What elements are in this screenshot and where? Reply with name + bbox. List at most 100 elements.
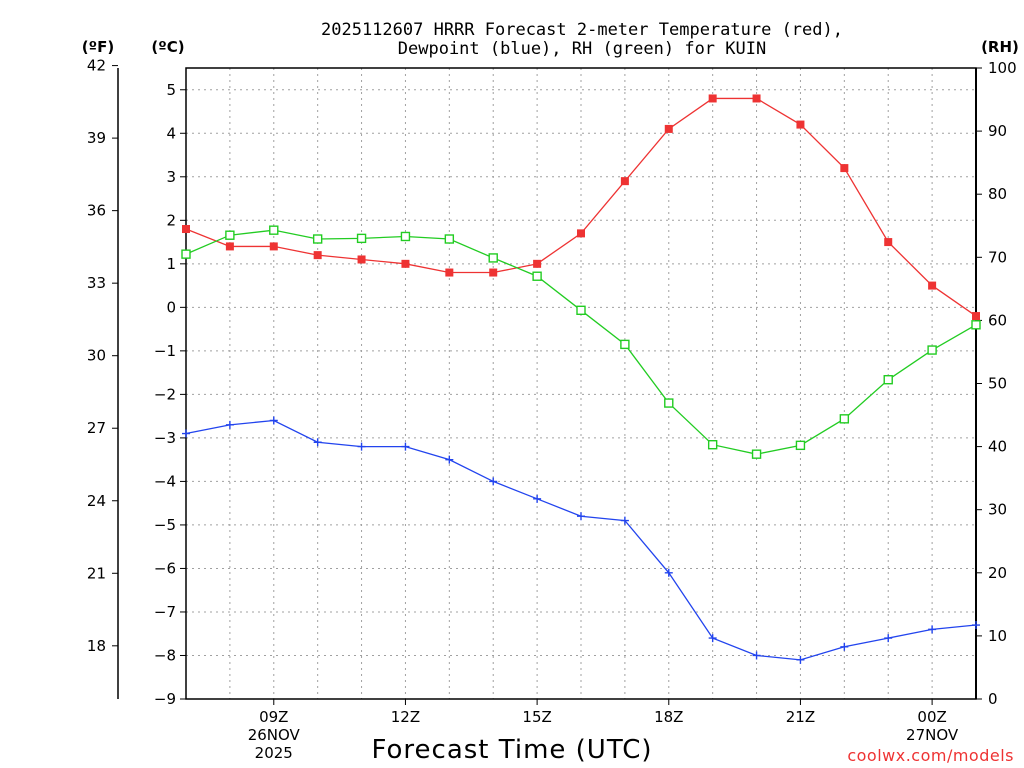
rh-point <box>532 271 542 281</box>
rh-point <box>400 231 411 242</box>
dewpoint-point <box>269 416 278 425</box>
dewpoint-point <box>928 625 937 634</box>
fahrenheit-unit-label: (ºF) <box>82 38 114 56</box>
2-meter-temperature-point <box>445 268 454 277</box>
dewpoint-point <box>577 512 585 521</box>
celsius-tick-label: −6 <box>154 559 176 577</box>
2-meter-temperature-point <box>182 225 190 234</box>
plot-frame <box>185 67 977 700</box>
x-tick-label: 2025 <box>255 744 293 762</box>
dewpoint-point <box>489 477 498 486</box>
chart-title-line2: Dewpoint (blue), RH (green) for KUIN <box>398 39 766 59</box>
2-meter-temperature-point <box>928 281 937 290</box>
2-meter-temperature-point <box>840 164 849 173</box>
celsius-tick-label: −5 <box>154 516 176 534</box>
2-meter-temperature-point <box>708 94 717 103</box>
2-meter-temperature-point <box>752 94 761 103</box>
2-meter-temperature-point <box>796 120 805 129</box>
rh-point <box>795 440 806 451</box>
rh-point <box>181 249 191 259</box>
rh-point <box>839 414 850 424</box>
2-meter-temperature-point <box>533 259 542 268</box>
rh-point <box>620 339 630 350</box>
dewpoint-series-line <box>185 419 977 661</box>
celsius-tick-label: 5 <box>166 81 176 99</box>
rh-point <box>927 345 937 355</box>
dewpoint-point <box>357 442 366 451</box>
fahrenheit-tick-label: 33 <box>87 274 106 292</box>
x-tick-label: 15Z <box>522 708 551 726</box>
rh-tick-label: 50 <box>988 375 1007 393</box>
2-meter-temperature-point <box>577 229 585 238</box>
celsius-tick-label: 4 <box>166 124 176 142</box>
rh-point <box>576 305 586 316</box>
celsius-tick-label: 2 <box>166 211 176 229</box>
rh-tick-label: 20 <box>988 564 1007 582</box>
dewpoint-point <box>752 651 761 660</box>
celsius-tick-label: −4 <box>154 472 176 490</box>
rh-point <box>664 398 674 408</box>
dewpoint-point <box>401 442 410 451</box>
2-meter-temperature-point <box>313 251 322 260</box>
fahrenheit-tick-label: 39 <box>87 129 106 147</box>
credit-link[interactable]: coolwx.com/models <box>847 746 1014 765</box>
dewpoint-point <box>225 420 234 429</box>
dewpoint-point <box>620 516 629 525</box>
rh-point <box>707 440 718 450</box>
gridlines <box>186 68 976 699</box>
celsius-tick-label: −1 <box>154 342 176 360</box>
series <box>181 94 981 664</box>
fahrenheit-tick-label: 30 <box>87 347 106 365</box>
rh-point <box>225 230 235 240</box>
rh-tick-label: 100 <box>988 59 1017 77</box>
rh-point <box>883 375 893 385</box>
celsius-tick-label: −8 <box>154 646 176 664</box>
rh-tick-label: 80 <box>988 185 1007 203</box>
dewpoint-point <box>533 494 542 503</box>
celsius-tick-label: −3 <box>154 429 176 447</box>
dewpoint-point <box>664 568 673 577</box>
rh-tick-label: 60 <box>988 311 1007 329</box>
dewpoint-point <box>182 429 190 438</box>
dewpoint-point <box>840 642 849 651</box>
rh-tick-label: 30 <box>988 501 1007 519</box>
celsius-tick-label: 3 <box>166 168 176 186</box>
2-meter-temperature-point <box>884 238 893 247</box>
x-tick-label: 27NOV <box>906 726 959 744</box>
rh-tick-label: 10 <box>988 627 1007 645</box>
x-tick-label: 09Z <box>259 708 288 726</box>
dewpoint-point <box>445 455 454 464</box>
x-tick-label: 12Z <box>391 708 420 726</box>
dewpoint-point <box>972 621 980 630</box>
celsius-tick-label: −7 <box>154 603 176 621</box>
2-meter-temperature-point <box>225 242 234 251</box>
2-meter-temperature-point <box>664 124 673 133</box>
2-meter-temperature-point <box>401 259 410 268</box>
x-tick-label: 00Z <box>917 708 946 726</box>
x-axis-title: Forecast Time (UTC) <box>371 735 652 765</box>
rh-point <box>488 253 498 263</box>
dewpoint-point <box>708 634 717 643</box>
rh-point <box>971 320 981 330</box>
fahrenheit-tick-label: 18 <box>87 637 106 655</box>
dewpoint-point <box>796 655 805 664</box>
rh-tick-label: 70 <box>988 248 1007 266</box>
fahrenheit-tick-label: 21 <box>87 564 106 582</box>
x-tick-label: 18Z <box>654 708 683 726</box>
rh-tick-label: 0 <box>988 690 998 708</box>
rh-point <box>444 234 455 244</box>
celsius-unit-label: (ºC) <box>151 38 184 56</box>
celsius-tick-label: −2 <box>154 385 176 403</box>
2-meter-temperature-point <box>972 312 980 321</box>
2-meter-temperature-point <box>620 177 629 186</box>
2-meter-temperature-point <box>269 242 278 251</box>
fahrenheit-tick-label: 42 <box>87 57 106 75</box>
x-tick-label: 21Z <box>786 708 815 726</box>
fahrenheit-tick-label: 24 <box>87 492 106 510</box>
chart-title-line1: 2025112607 HRRR Forecast 2-meter Tempera… <box>321 20 843 40</box>
x-tick-label: 26NOV <box>248 726 301 744</box>
dewpoint-point <box>884 634 893 643</box>
rh-unit-label: (RH) <box>981 38 1019 56</box>
rh-tick-label: 40 <box>988 438 1007 456</box>
2-meter-temperature-point <box>357 255 366 264</box>
